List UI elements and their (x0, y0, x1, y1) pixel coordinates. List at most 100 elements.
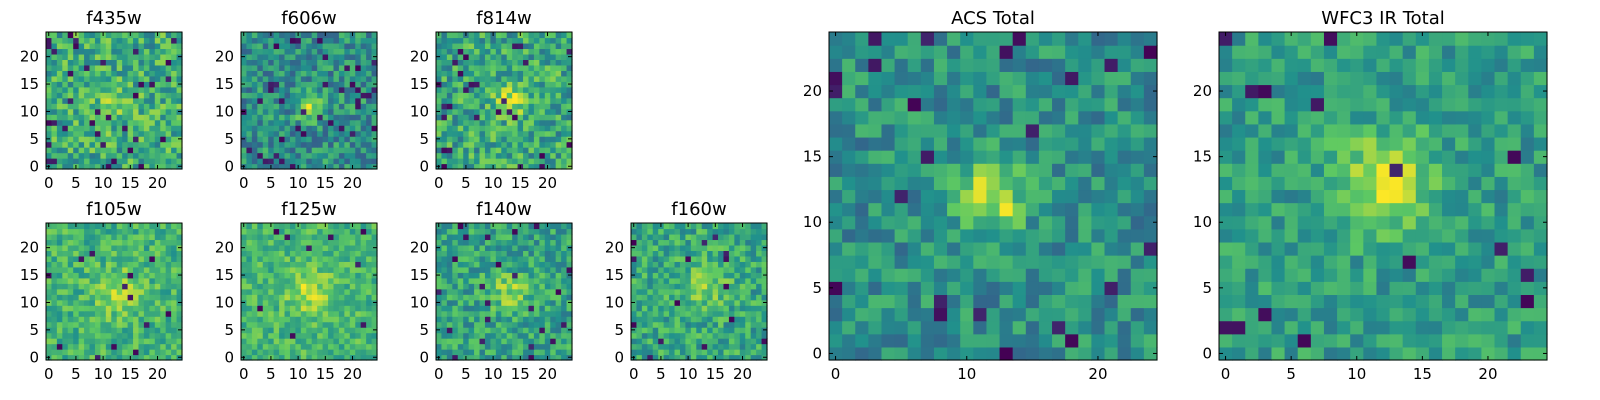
heatmap-cell (474, 255, 481, 262)
heatmap-cell (555, 299, 562, 306)
heatmap-cell (517, 272, 524, 279)
heatmap-cell (165, 244, 172, 251)
heatmap-cell (344, 59, 351, 66)
heatmap-cell (539, 59, 546, 66)
heatmap-cell (262, 130, 269, 137)
heatmap-cell (555, 316, 562, 323)
heatmap-cell (328, 70, 335, 77)
heatmap-cell (56, 86, 63, 93)
heatmap-cell (306, 332, 313, 339)
heatmap-cell (371, 223, 378, 230)
heatmap-cell (94, 37, 101, 44)
heatmap-cell (133, 354, 140, 361)
heatmap-cell (446, 70, 453, 77)
heatmap-cell (533, 92, 540, 99)
heatmap-cell (696, 316, 703, 323)
heatmap-cell (561, 81, 568, 88)
heatmap-cell (739, 327, 746, 334)
heatmap-cell (855, 241, 869, 256)
heatmap-cell (829, 320, 843, 335)
heatmap-cell (366, 59, 373, 66)
heatmap-cell (154, 349, 161, 356)
heatmap-cell (371, 228, 378, 235)
heatmap-cell (441, 81, 448, 88)
heatmap-cell (544, 338, 551, 345)
heatmap-cell (165, 239, 172, 246)
heatmap-cell (154, 48, 161, 55)
heatmap-cell (441, 152, 448, 159)
heatmap-cell (89, 42, 96, 50)
heatmap-cell (338, 125, 345, 132)
heatmap-cell (100, 321, 107, 328)
heatmap-cell (300, 354, 307, 361)
heatmap-cell (138, 261, 145, 268)
heatmap-cell (674, 305, 681, 312)
heatmap-cell (165, 255, 172, 262)
heatmap-cell (907, 281, 922, 295)
heatmap-cell (154, 75, 161, 82)
heatmap-cell (338, 92, 345, 99)
heatmap-cell (306, 81, 313, 88)
heatmap-cell (51, 59, 58, 66)
heatmap-cell (67, 92, 74, 99)
heatmap-cell (51, 37, 58, 44)
heatmap-cell (105, 310, 112, 317)
heatmap-cell (355, 37, 362, 44)
heatmap-cell (355, 316, 362, 323)
heatmap-cell (100, 228, 107, 235)
heatmap-cell (690, 310, 697, 317)
heatmap-cell (62, 332, 69, 339)
heatmap-cell (947, 228, 961, 243)
heatmap-cell (490, 316, 497, 323)
heatmap-cell (116, 327, 123, 334)
heatmap-cell (566, 316, 573, 323)
heatmap-cell (718, 255, 725, 262)
heatmap-cell (355, 75, 362, 82)
heatmap-cell (333, 130, 340, 137)
heatmap-cell (674, 233, 681, 241)
heatmap-cell (149, 244, 156, 251)
heatmap-cell (111, 130, 118, 137)
heatmap-cell (268, 53, 275, 60)
heatmap-cell (300, 114, 307, 121)
heatmap-cell (273, 332, 280, 339)
heatmap-cell (154, 92, 161, 99)
heatmap-cell (295, 305, 302, 312)
heatmap-cell (289, 310, 296, 317)
heatmap-cell (468, 239, 475, 246)
heatmap-cell (960, 294, 974, 309)
heatmap-cell (56, 114, 63, 121)
heatmap-cell (257, 316, 264, 323)
heatmap-cell (707, 250, 714, 257)
heatmap-cell (89, 81, 96, 88)
heatmap-cell (56, 310, 63, 317)
heatmap-cell (328, 103, 335, 110)
heatmap-cell (555, 277, 562, 284)
heatmap-cell (539, 147, 546, 154)
heatmap-cell (960, 320, 974, 335)
heatmap-cell (289, 108, 296, 115)
heatmap-cell (78, 97, 85, 104)
heatmap-cell (829, 307, 843, 322)
heatmap-cell (251, 147, 258, 154)
heatmap-cell (986, 333, 1001, 348)
heatmap-cell (284, 338, 291, 345)
heatmap-cell (317, 338, 324, 345)
heatmap-cell (333, 299, 340, 306)
heatmap-cell (674, 316, 681, 323)
heatmap-cell (241, 130, 248, 137)
heatmap-cell (1078, 241, 1092, 256)
heatmap-cell (94, 316, 101, 323)
heatmap-cell (371, 130, 378, 137)
heatmap-cell (517, 305, 524, 312)
heatmap-cell (143, 272, 150, 279)
heatmap-cell (360, 354, 367, 361)
heatmap-cell (165, 152, 172, 159)
heatmap-cell (512, 349, 519, 356)
heatmap-cell (138, 272, 145, 279)
heatmap-cell (171, 119, 178, 126)
heatmap-cell (251, 130, 258, 137)
heatmap-cell (761, 288, 768, 295)
heatmap-cell (685, 233, 692, 241)
heatmap-cell (100, 343, 107, 350)
